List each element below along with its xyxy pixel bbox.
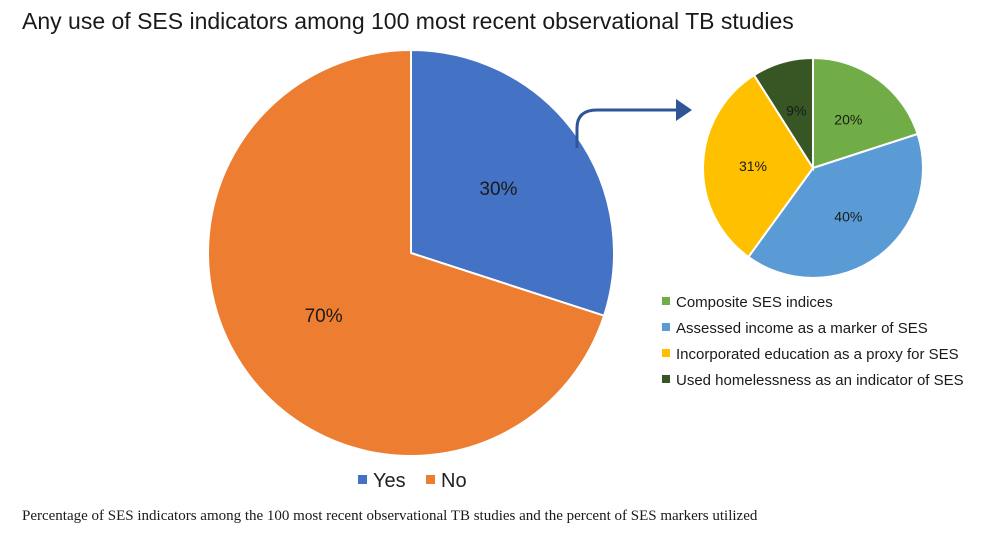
- slice-label-used-homelessness-as-an-indicator-of-ses: 9%: [786, 102, 806, 118]
- chart-canvas: 30% 70% 20% 40% 31% 9%: [207, 48, 924, 457]
- legend-item-yes: Yes: [358, 470, 406, 493]
- legend-label-composite: Composite SES indices: [676, 294, 833, 311]
- legend-swatch-no: [426, 475, 435, 484]
- slice-label-assessed-income-as-a-marker-of-ses: 40%: [834, 209, 862, 225]
- pie-slice-incorporated-education-as-a-proxy-for-ses: [702, 73, 815, 259]
- legend-label-income: Assessed income as a marker of SES: [676, 320, 928, 337]
- slice-label-composite-ses-indices: 20%: [834, 112, 862, 128]
- legend-swatch-yes: [358, 475, 367, 484]
- main-legend: Yes No: [340, 470, 500, 496]
- slice-label-no: 70%: [305, 306, 343, 327]
- pie-slice-no: [207, 48, 606, 457]
- pie-slice-used-homelessness-as-an-indicator-of-ses: [752, 56, 814, 172]
- main-pie: 30% 70%: [207, 48, 615, 457]
- legend-swatch-homelessness: [662, 375, 670, 383]
- detail-legend: Composite SES indices Assessed income as…: [662, 293, 992, 397]
- legend-item-education: Incorporated education as a proxy for SE…: [662, 345, 992, 371]
- legend-label-education: Incorporated education as a proxy for SE…: [676, 346, 959, 363]
- slice-label-incorporated-education-as-a-proxy-for-ses: 31%: [739, 158, 767, 174]
- pie-slice-assessed-income-as-a-marker-of-ses: [746, 132, 924, 279]
- legend-label-yes: Yes: [373, 470, 406, 492]
- legend-swatch-composite: [662, 297, 670, 305]
- legend-item-composite: Composite SES indices: [662, 293, 992, 319]
- pie-slice-composite-ses-indices: [812, 56, 919, 170]
- pie-slice-yes: [410, 48, 615, 317]
- figure-caption: Percentage of SES indicators among the 1…: [22, 508, 758, 524]
- chart-title: Any use of SES indicators among 100 most…: [22, 8, 794, 34]
- callout-arrow-icon: [575, 108, 676, 148]
- slice-label-yes: 30%: [479, 179, 517, 200]
- legend-label-no: No: [441, 470, 467, 492]
- legend-item-no: No: [426, 470, 467, 493]
- arrow-head-icon: [676, 99, 692, 121]
- legend-swatch-income: [662, 323, 670, 331]
- figure: 30% 70% 20% 40% 31% 9% Any use of SES indica…: [22, 8, 992, 496]
- legend-item-homelessness: Used homelessness as an indicator of SES: [662, 371, 992, 397]
- legend-item-income: Assessed income as a marker of SES: [662, 319, 992, 345]
- legend-swatch-education: [662, 349, 670, 357]
- legend-label-homelessness: Used homelessness as an indicator of SES: [676, 372, 964, 389]
- detail-pie: 20% 40% 31% 9%: [702, 56, 924, 279]
